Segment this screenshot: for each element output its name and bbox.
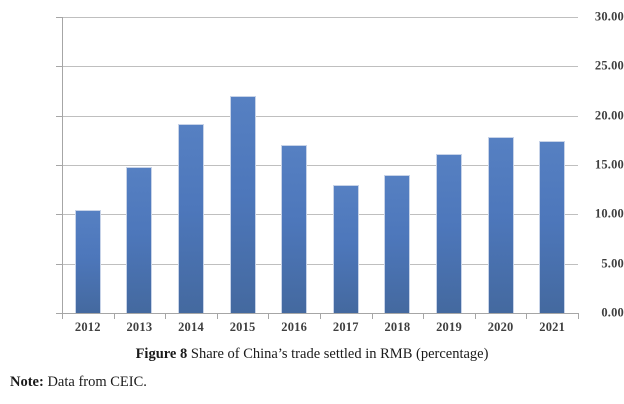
bar-2013[interactable] bbox=[126, 166, 153, 313]
y-axis-label-5: 5.00 bbox=[601, 256, 624, 271]
y-tick-mark-10 bbox=[56, 214, 62, 216]
gridline-30 bbox=[62, 17, 578, 18]
x-axis-label-2019: 2019 bbox=[436, 320, 462, 334]
bar-2018[interactable] bbox=[384, 174, 411, 313]
x-axis-label-2014: 2014 bbox=[178, 320, 204, 334]
bar-2017[interactable] bbox=[332, 184, 359, 313]
x-axis-label-2018: 2018 bbox=[384, 320, 411, 334]
figure-note: Note: Data from CEIC. bbox=[0, 373, 624, 393]
y-tick-mark-25 bbox=[56, 66, 62, 68]
y-axis-line bbox=[62, 17, 63, 314]
y-tick-mark-20 bbox=[56, 115, 62, 117]
bar-slot-2018 bbox=[372, 17, 424, 313]
x-tick-mark-7 bbox=[423, 313, 425, 319]
x-tick-mark-1 bbox=[113, 313, 115, 319]
y-axis-label-25: 25.00 bbox=[594, 58, 624, 73]
caption-block: Figure 8 Share of China’s trade settled … bbox=[0, 345, 624, 392]
x-axis-label-2020: 2020 bbox=[487, 320, 514, 334]
y-tick-mark-15 bbox=[56, 165, 62, 166]
bar-slot-2012 bbox=[62, 17, 114, 313]
figure-note-text: Data from CEIC. bbox=[47, 373, 147, 390]
bar-2019[interactable] bbox=[435, 154, 462, 313]
x-axis-label-2017: 2017 bbox=[332, 320, 359, 334]
y-axis-label-0: 0.00 bbox=[601, 305, 624, 320]
figure-number: Figure 8 bbox=[135, 346, 188, 362]
x-axis-label-2021: 2021 bbox=[539, 320, 566, 334]
bar-2016[interactable] bbox=[281, 145, 308, 313]
bar-slot-2017 bbox=[320, 17, 372, 313]
y-axis-label-20: 20.00 bbox=[594, 108, 624, 123]
figure-caption: Figure 8 Share of China’s trade settled … bbox=[0, 345, 624, 365]
y-tick-mark-0 bbox=[56, 313, 62, 314]
bar-slot-2016 bbox=[268, 17, 320, 313]
bar-chart: 30.00 25.00 20.00 15.00 10.00 5.00 0.00 bbox=[56, 9, 624, 341]
y-tick-mark-5 bbox=[56, 263, 62, 265]
gridline-5 bbox=[62, 263, 578, 265]
x-axis-label-2012: 2012 bbox=[74, 320, 101, 334]
x-axis-label-2013: 2013 bbox=[126, 320, 153, 334]
x-tick-mark-0 bbox=[62, 313, 63, 319]
y-axis-label-30: 30.00 bbox=[594, 9, 624, 24]
bar-slot-2014 bbox=[165, 17, 217, 313]
note-label: Note: bbox=[10, 373, 44, 390]
gridline-10 bbox=[62, 214, 578, 216]
x-tick-mark-6 bbox=[371, 313, 373, 319]
x-tick-mark-9 bbox=[526, 313, 528, 319]
x-tick-mark-5 bbox=[320, 313, 321, 319]
bar-slot-2021 bbox=[526, 17, 578, 313]
figure-caption-text: Share of China’s trade settled in RMB (p… bbox=[190, 346, 489, 362]
bars-layer bbox=[62, 17, 578, 313]
x-axis: 2012 2013 2014 2015 2016 2017 2018 2019 … bbox=[62, 313, 579, 341]
gridline-15 bbox=[62, 165, 578, 166]
bar-slot-2015 bbox=[217, 17, 269, 313]
y-axis-label-15: 15.00 bbox=[594, 157, 624, 172]
bar-2015[interactable] bbox=[229, 95, 256, 313]
x-tick-mark-10 bbox=[578, 313, 579, 319]
y-tick-mark-30 bbox=[56, 17, 62, 18]
x-tick-mark-8 bbox=[474, 313, 476, 319]
x-tick-mark-3 bbox=[216, 313, 218, 319]
gridline-25 bbox=[62, 66, 578, 68]
x-axis-label-2015: 2015 bbox=[229, 320, 256, 334]
bar-slot-2019 bbox=[423, 17, 475, 313]
bar-slot-2013 bbox=[114, 17, 166, 313]
gridline-20 bbox=[62, 115, 578, 117]
bar-2021[interactable] bbox=[539, 141, 566, 313]
x-axis-label-2016: 2016 bbox=[281, 320, 308, 334]
x-tick-mark-4 bbox=[268, 313, 270, 319]
bar-2012[interactable] bbox=[74, 210, 101, 313]
bar-slot-2020 bbox=[475, 17, 527, 313]
bar-2014[interactable] bbox=[177, 123, 204, 313]
y-axis-label-10: 10.00 bbox=[594, 206, 624, 221]
bar-2020[interactable] bbox=[487, 137, 514, 313]
x-tick-mark-2 bbox=[165, 313, 167, 319]
